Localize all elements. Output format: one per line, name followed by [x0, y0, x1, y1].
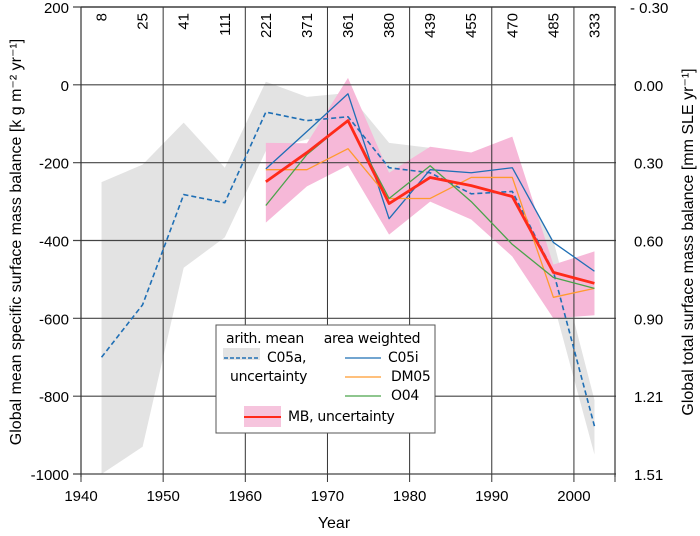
y-axis-right-label: Global total surface mass balance [mm SL…: [680, 68, 697, 415]
x-tick-label: 1990: [475, 488, 508, 505]
x-tick-label: 2000: [557, 488, 590, 505]
series-mb: [265, 119, 595, 285]
y-right-tick-label: 0.60: [634, 234, 663, 251]
axes: 1940 1950 1960 1970 1980 1990 20002000-200-400…: [31, 0, 669, 505]
x-tick-label: 1980: [393, 488, 426, 505]
count-label: 455: [463, 13, 480, 38]
y-tick-label: -200: [39, 156, 69, 173]
y-tick-label: -600: [39, 311, 69, 328]
y-tick-label: 0: [61, 78, 69, 95]
count-label: 361: [340, 13, 357, 38]
legend-area-header: area weighted: [324, 331, 420, 347]
count-label: 380: [381, 13, 398, 38]
y-right-tick-label: 0.00: [634, 78, 663, 95]
count-label: 25: [135, 13, 152, 30]
legend-arith-header: arith. mean: [226, 331, 304, 347]
count-label: 470: [504, 13, 521, 38]
legend-mb-label: MB, uncertainty: [288, 409, 395, 425]
legend: arith. mean area weighted C05a, uncertai…: [215, 324, 436, 434]
count-label: 111: [217, 13, 234, 36]
y-right-tick-label: 0.90: [634, 311, 663, 328]
y-right-tick-label: - 0.30: [630, 0, 668, 17]
y-axis-label: Global mean specific surface mass balanc…: [8, 39, 25, 445]
x-tick-label: 1950: [146, 488, 179, 505]
y-tick-label: -800: [39, 389, 69, 406]
count-label: 333: [586, 13, 603, 38]
series-dm05: [265, 148, 595, 298]
x-tick-label: 1940: [64, 488, 97, 505]
legend-c05a-label: C05a,: [267, 350, 306, 366]
y-tick-label: 200: [44, 0, 69, 17]
series-c05a: [100, 111, 596, 427]
y-tick-label: -400: [39, 234, 69, 251]
x-axis-label: Year: [318, 515, 351, 532]
x-tick-label: 1970: [311, 488, 344, 505]
count-label: 221: [258, 13, 275, 38]
legend-c05i-label: C05i: [388, 350, 418, 366]
count-label: 8: [94, 13, 111, 21]
y-right-tick-label: 1.51: [634, 467, 663, 484]
count-labels: 8 25 41 111 221 371 361 380 439 455 470 485 333: [94, 13, 604, 38]
legend-c05a-swatch-band: [223, 348, 260, 360]
y-tick-label: -1000: [31, 467, 69, 484]
count-label: 439: [422, 13, 439, 38]
legend-dm05-label: DM05: [391, 369, 430, 385]
count-label: 371: [299, 13, 316, 38]
y-right-tick-label: 1.21: [634, 389, 663, 406]
x-tick-label: 1960: [229, 488, 262, 505]
series-c05i: [265, 93, 595, 272]
series-lines: [100, 93, 596, 427]
count-label: 485: [545, 13, 562, 38]
legend-o04-label: O04: [391, 388, 419, 404]
y-right-tick-label: 0.30: [634, 156, 663, 173]
legend-c05a-label-2: uncertainty: [230, 369, 307, 385]
count-label: 41: [176, 13, 193, 30]
